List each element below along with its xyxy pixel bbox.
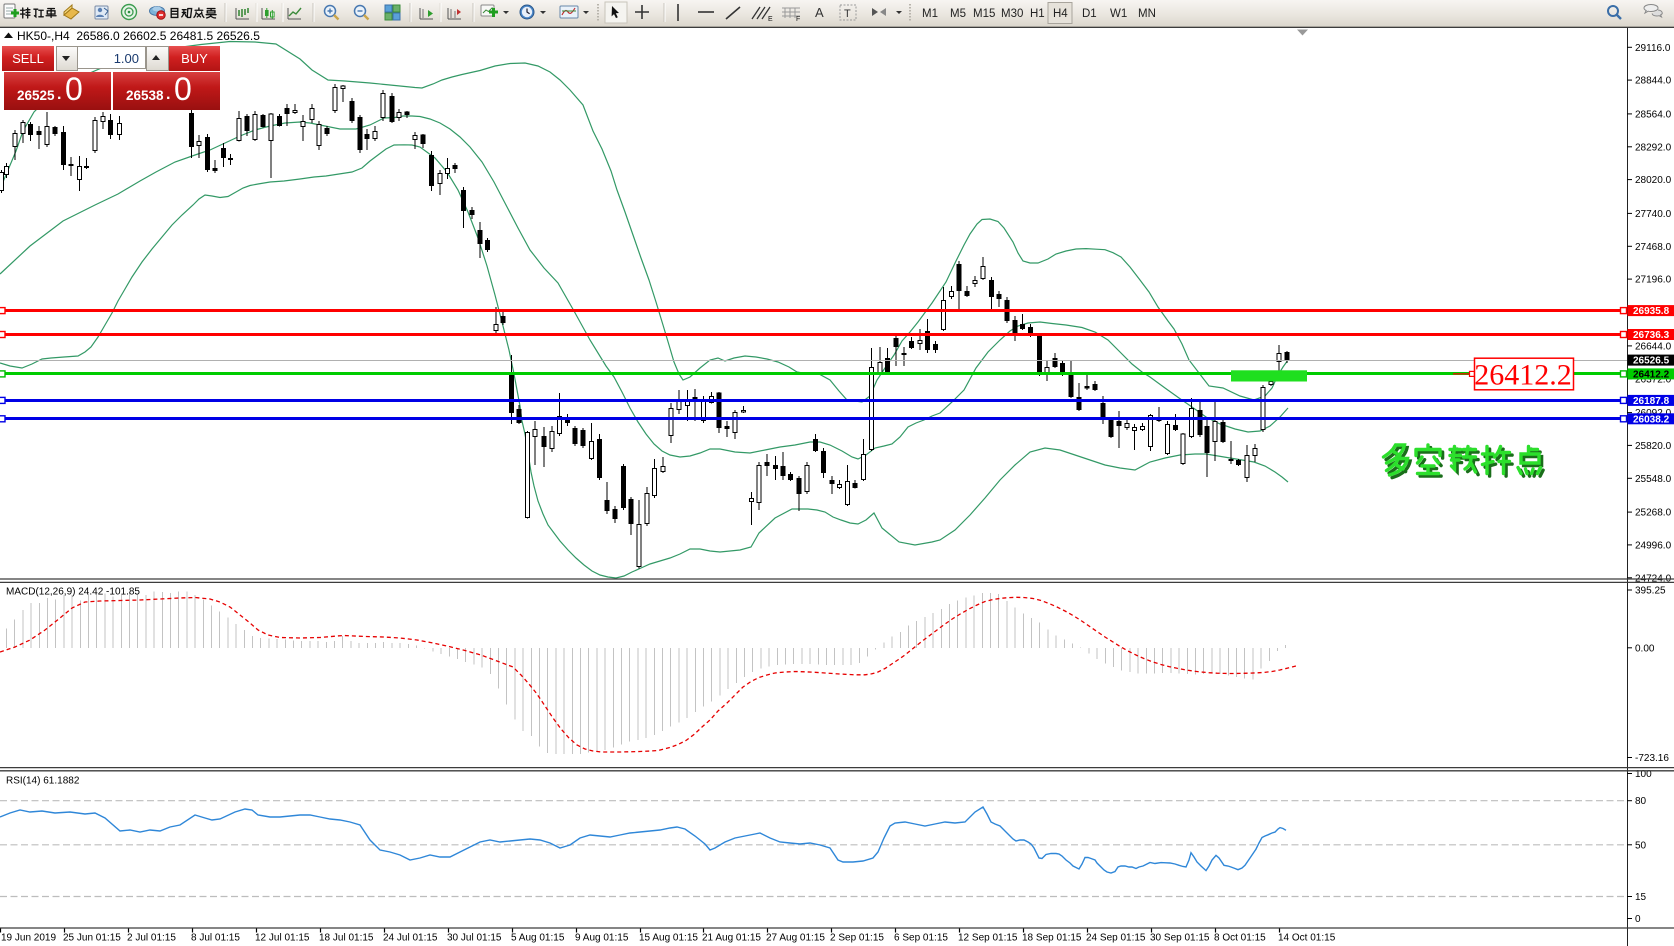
svg-text:M30: M30 bbox=[1001, 8, 1023, 20]
svg-text:F: F bbox=[796, 16, 800, 23]
svg-text:28292.0: 28292.0 bbox=[1635, 142, 1672, 153]
svg-text:8 Oct 01:15: 8 Oct 01:15 bbox=[1214, 933, 1266, 944]
svg-text:50: 50 bbox=[1635, 840, 1647, 851]
svg-text:30 Sep 01:15: 30 Sep 01:15 bbox=[1150, 933, 1210, 944]
svg-text:RSI(14) 61.1882: RSI(14) 61.1882 bbox=[6, 776, 80, 787]
svg-text:24 Jul 01:15: 24 Jul 01:15 bbox=[383, 933, 438, 944]
svg-text:14 Oct 01:15: 14 Oct 01:15 bbox=[1278, 933, 1336, 944]
svg-text:26935.8: 26935.8 bbox=[1633, 306, 1670, 317]
svg-text:MN: MN bbox=[1138, 8, 1156, 20]
svg-text:25 Jun 01:15: 25 Jun 01:15 bbox=[63, 933, 121, 944]
svg-text:D1: D1 bbox=[1082, 8, 1097, 20]
svg-text:12 Jul 01:15: 12 Jul 01:15 bbox=[255, 933, 310, 944]
svg-text:395.25: 395.25 bbox=[1635, 586, 1666, 597]
svg-text:H4: H4 bbox=[1053, 8, 1068, 20]
svg-text:12 Sep 01:15: 12 Sep 01:15 bbox=[958, 933, 1018, 944]
svg-text:6 Sep 01:15: 6 Sep 01:15 bbox=[894, 933, 948, 944]
svg-text:25548.0: 25548.0 bbox=[1635, 474, 1672, 485]
svg-text:100: 100 bbox=[1635, 769, 1652, 780]
svg-text:A: A bbox=[815, 5, 824, 20]
svg-text:0.00: 0.00 bbox=[1635, 643, 1655, 654]
svg-text:15 Aug 01:15: 15 Aug 01:15 bbox=[639, 933, 698, 944]
svg-text:H1: H1 bbox=[1030, 8, 1045, 20]
svg-text:15: 15 bbox=[1635, 892, 1647, 903]
svg-text:26526.5: 26526.5 bbox=[1633, 356, 1670, 367]
svg-text:18 Sep 01:15: 18 Sep 01:15 bbox=[1022, 933, 1082, 944]
svg-text:W1: W1 bbox=[1110, 8, 1127, 20]
svg-text:8 Jul 01:15: 8 Jul 01:15 bbox=[191, 933, 240, 944]
svg-text:2 Sep 01:15: 2 Sep 01:15 bbox=[830, 933, 884, 944]
svg-text:26736.3: 26736.3 bbox=[1633, 330, 1670, 341]
svg-text:0: 0 bbox=[1635, 914, 1641, 925]
svg-text:28020.0: 28020.0 bbox=[1635, 175, 1672, 186]
svg-text:M15: M15 bbox=[973, 8, 995, 20]
svg-text:25820.0: 25820.0 bbox=[1635, 441, 1672, 452]
svg-text:27740.0: 27740.0 bbox=[1635, 209, 1672, 220]
svg-text:26412.2: 26412.2 bbox=[1633, 369, 1670, 380]
svg-text:28844.0: 28844.0 bbox=[1635, 76, 1672, 87]
svg-text:28564.0: 28564.0 bbox=[1635, 109, 1672, 120]
svg-text:19 Jun 2019: 19 Jun 2019 bbox=[1, 933, 56, 944]
svg-text:MACD(12,26,9) 24.42 -101.85: MACD(12,26,9) 24.42 -101.85 bbox=[6, 587, 140, 598]
svg-text:9 Aug 01:15: 9 Aug 01:15 bbox=[575, 933, 629, 944]
svg-text:26187.8: 26187.8 bbox=[1633, 396, 1670, 407]
svg-text:26038.2: 26038.2 bbox=[1633, 414, 1670, 425]
svg-text:-723.16: -723.16 bbox=[1635, 753, 1669, 764]
svg-text:2 Jul 01:15: 2 Jul 01:15 bbox=[127, 933, 176, 944]
svg-text:M1: M1 bbox=[922, 8, 938, 20]
svg-text:80: 80 bbox=[1635, 796, 1647, 807]
svg-text:26372.0: 26372.0 bbox=[1635, 374, 1672, 385]
svg-text:21 Aug 01:15: 21 Aug 01:15 bbox=[702, 933, 761, 944]
svg-text:24996.0: 24996.0 bbox=[1635, 540, 1672, 551]
svg-text:27196.0: 27196.0 bbox=[1635, 275, 1672, 286]
svg-text:HK50-,H4 26586.0 26602.5 2648: HK50-,H4 26586.0 26602.5 26481.5 26526.5 bbox=[17, 29, 260, 43]
svg-text:18 Jul 01:15: 18 Jul 01:15 bbox=[319, 933, 374, 944]
svg-text:24 Sep 01:15: 24 Sep 01:15 bbox=[1086, 933, 1146, 944]
svg-text:T: T bbox=[844, 8, 851, 20]
svg-text:M5: M5 bbox=[950, 8, 966, 20]
svg-text:26412.2: 26412.2 bbox=[1474, 359, 1572, 392]
svg-text:26644.0: 26644.0 bbox=[1635, 341, 1672, 352]
svg-text:30 Jul 01:15: 30 Jul 01:15 bbox=[447, 933, 502, 944]
svg-text:E: E bbox=[768, 16, 773, 23]
svg-text:29116.0: 29116.0 bbox=[1635, 43, 1671, 54]
svg-text:27468.0: 27468.0 bbox=[1635, 242, 1672, 253]
svg-text:5 Aug 01:15: 5 Aug 01:15 bbox=[511, 933, 565, 944]
svg-text:25268.0: 25268.0 bbox=[1635, 508, 1672, 519]
svg-text:27 Aug 01:15: 27 Aug 01:15 bbox=[766, 933, 825, 944]
